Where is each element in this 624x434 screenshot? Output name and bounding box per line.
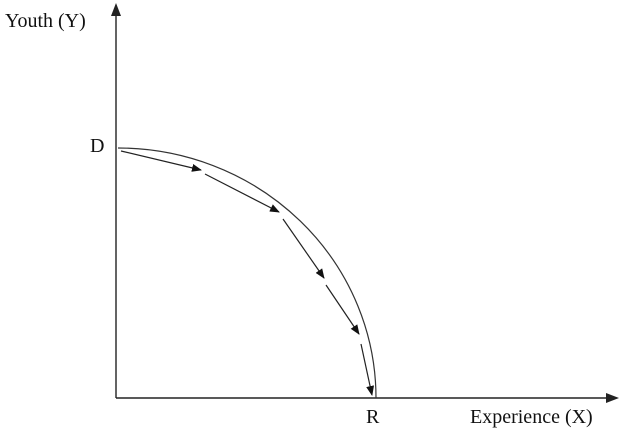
path-arrow: [120, 150, 202, 172]
point-label: D: [90, 135, 104, 157]
y-axis-arrowhead: [111, 3, 121, 16]
path-arrow: [204, 173, 280, 213]
x-axis-label: Experience (X): [470, 406, 593, 428]
point-label: R: [366, 406, 380, 428]
x-axis-arrowhead: [606, 393, 619, 403]
path-arrow: [282, 218, 325, 279]
path-arrow: [360, 343, 375, 396]
path-arrow: [325, 284, 360, 335]
frontier-curve: [117, 147, 377, 399]
y-axis-label: Youth (Y): [5, 10, 86, 32]
